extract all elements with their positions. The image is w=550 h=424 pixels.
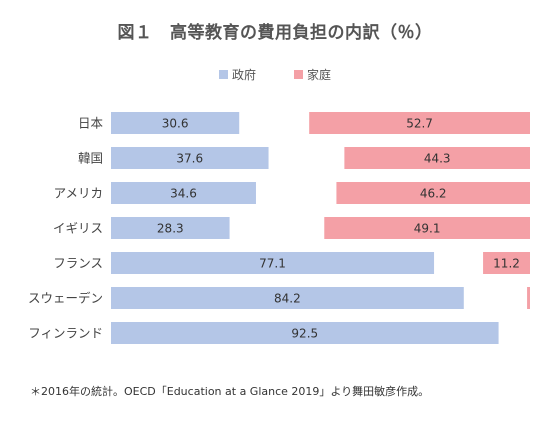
bar-household <box>336 182 530 204</box>
footnote: ＊2016年の統計。OECD「Education at a Glance 201… <box>30 385 430 398</box>
bar-government <box>111 322 499 344</box>
value-label-government: 34.6 <box>170 187 197 201</box>
value-label-government: 77.1 <box>259 257 286 271</box>
bar-household <box>324 217 530 239</box>
bar-government <box>111 252 435 274</box>
category-label: イギリス <box>53 221 103 236</box>
value-label-household: 52.7 <box>406 117 433 131</box>
category-label: フランス <box>53 256 103 271</box>
value-label-government: 30.6 <box>162 117 189 131</box>
value-label-household: 11.2 <box>493 257 520 271</box>
category-label: 韓国 <box>78 151 103 166</box>
legend-swatch-government <box>218 70 228 79</box>
bar-government <box>111 147 269 169</box>
value-label-household: 46.2 <box>420 187 447 201</box>
value-label-household: 44.3 <box>424 152 451 166</box>
legend-label-government: 政府 <box>231 68 256 82</box>
bar-government <box>111 217 230 239</box>
bar-government <box>111 182 256 204</box>
legend-item-government: 政府 <box>218 66 256 83</box>
category-label: スウェーデン <box>28 291 103 306</box>
bar-household <box>309 112 530 134</box>
category-label: 日本 <box>78 116 104 131</box>
bar-household <box>483 252 530 274</box>
chart-title: 図１ 高等教育の費用負担の内訳（％） <box>117 23 433 43</box>
bar-government <box>111 287 464 309</box>
bar-household <box>344 147 530 169</box>
value-label-government: 84.2 <box>274 292 301 306</box>
bar-household <box>527 287 530 309</box>
value-label-government: 37.6 <box>176 152 203 166</box>
value-label-government: 92.5 <box>291 327 318 341</box>
value-label-government: 28.3 <box>157 222 184 236</box>
value-label-household: 49.1 <box>414 222 441 236</box>
bar-government <box>111 112 240 134</box>
category-label: フィンランド <box>28 326 103 341</box>
legend: 政府 家庭 <box>0 66 550 83</box>
legend-swatch-household <box>294 70 303 79</box>
legend-label-household: 家庭 <box>307 68 332 82</box>
legend-item-household: 家庭 <box>294 66 331 83</box>
category-label: アメリカ <box>54 186 103 201</box>
